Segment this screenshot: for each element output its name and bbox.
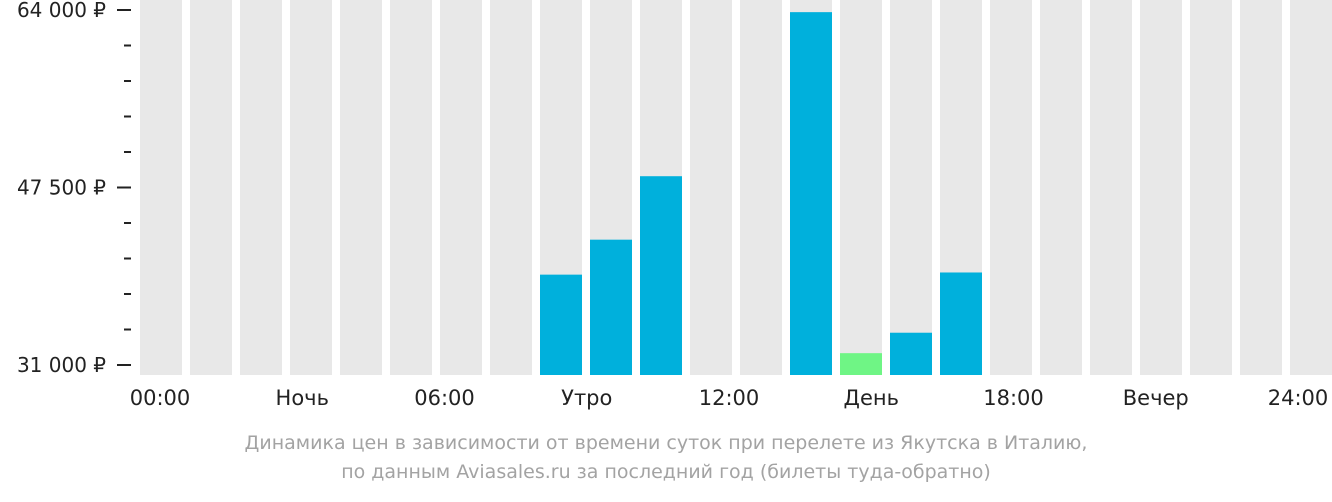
empty-hour-column — [290, 0, 332, 375]
empty-hour-column — [1090, 0, 1132, 375]
cheapest-price-bar — [840, 353, 882, 375]
empty-hour-column — [390, 0, 432, 375]
empty-hour-column — [190, 0, 232, 375]
empty-hour-column — [490, 0, 532, 375]
x-axis-label: Ночь — [276, 386, 329, 410]
empty-hour-column — [440, 0, 482, 375]
price-bar — [590, 239, 632, 375]
price-bar — [940, 272, 982, 375]
empty-hour-column — [1040, 0, 1082, 375]
empty-hour-column — [140, 0, 182, 375]
price-bar — [890, 332, 932, 375]
chart-caption-line-1: Динамика цен в зависимости от времени су… — [244, 432, 1088, 454]
empty-hour-column — [340, 0, 382, 375]
empty-hour-column — [690, 0, 732, 375]
x-axis-label: День — [844, 386, 899, 410]
y-axis-tick-label: 64 000 ₽ — [17, 0, 106, 22]
empty-hour-column — [840, 0, 882, 375]
x-axis-label: 12:00 — [699, 386, 760, 410]
x-axis-label: 18:00 — [983, 386, 1044, 410]
empty-hour-column — [740, 0, 782, 375]
empty-hour-column — [990, 0, 1032, 375]
chart-caption-line-2: по данным Aviasales.ru за последний год … — [341, 461, 991, 483]
empty-hour-column — [1290, 0, 1332, 375]
x-axis-label: 00:00 — [130, 386, 191, 410]
price-bar — [790, 12, 832, 375]
price-bar — [640, 176, 682, 375]
price-bar — [540, 274, 582, 375]
empty-hour-column — [890, 0, 932, 375]
empty-hour-column — [1240, 0, 1282, 375]
x-axis-label: 24:00 — [1268, 386, 1329, 410]
y-axis-tick-label: 47 500 ₽ — [17, 176, 106, 200]
empty-hour-column — [1190, 0, 1232, 375]
x-axis-label: Вечер — [1123, 386, 1189, 410]
empty-hour-column — [1140, 0, 1182, 375]
x-axis-label: 06:00 — [414, 386, 475, 410]
x-axis-label: Утро — [561, 386, 612, 410]
empty-hour-column — [240, 0, 282, 375]
y-axis-tick-label: 31 000 ₽ — [17, 353, 106, 377]
